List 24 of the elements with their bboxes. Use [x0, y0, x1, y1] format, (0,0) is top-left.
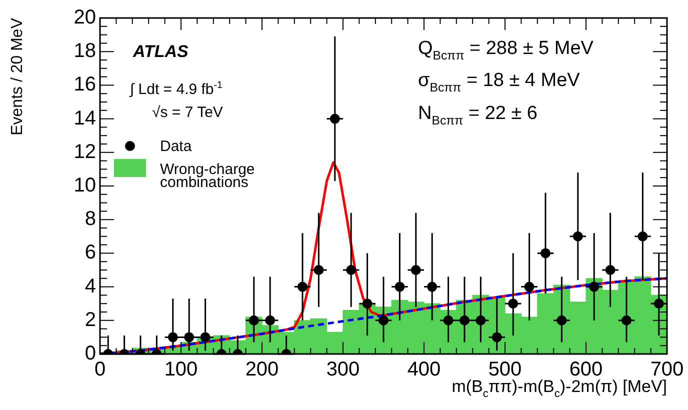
y-tick-label: 8: [84, 208, 96, 230]
y-tick-label: 0: [84, 342, 96, 365]
x-tick-label: 500: [488, 358, 522, 381]
legend-label: Data: [160, 138, 192, 155]
y-tick-label: 10: [74, 174, 96, 197]
legend-label: Wrong-charge combinations: [160, 161, 255, 191]
y-tick-label: 14: [74, 107, 96, 130]
x-tick-label: 400: [407, 358, 441, 381]
x-tick-label: 300: [326, 358, 360, 381]
line-series: [100, 277, 667, 354]
y-tick-label: 18: [74, 40, 96, 62]
y-tick-label: 16: [74, 74, 96, 96]
y-tick-label: 20: [74, 6, 96, 29]
x-tick-label: 700: [650, 358, 684, 381]
y-tick-label: 6: [84, 242, 96, 264]
x-tick-label: 200: [245, 358, 279, 381]
y-axis-title: Events / 20 MeV: [9, 18, 26, 136]
annotation: ATLAS: [132, 42, 190, 61]
y-tick-label: 2: [84, 308, 96, 331]
y-tick-label: 4: [84, 275, 96, 298]
annotation: √s = 7 TeV: [152, 104, 223, 121]
x-tick-label: 100: [164, 358, 198, 381]
y-tick-label: 12: [74, 140, 96, 163]
x-tick-label: 600: [569, 358, 603, 381]
